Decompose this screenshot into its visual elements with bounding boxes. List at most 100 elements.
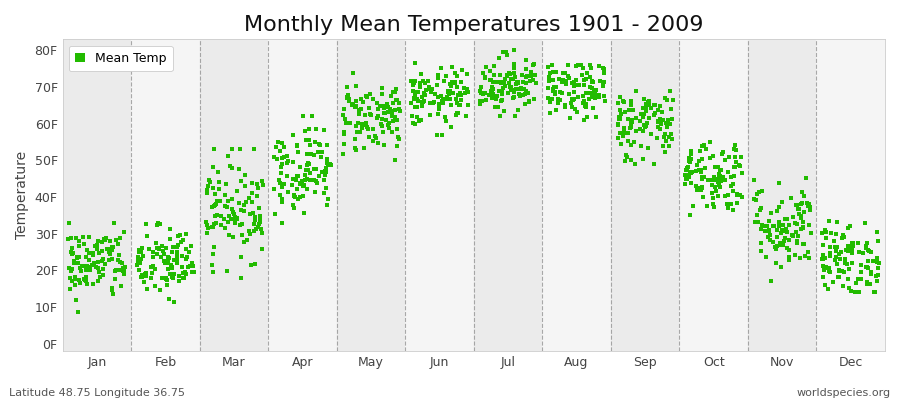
Point [558,70,572,76]
Point [388,157,402,164]
Point [871,264,886,271]
Point [144,275,158,282]
Point [562,90,577,97]
Point [308,139,322,146]
Point [200,222,214,229]
Point [161,254,176,260]
Point [89,246,104,252]
Point [179,246,194,252]
Point [444,82,458,89]
Point [354,106,368,112]
Point [343,120,357,126]
Point [759,254,773,260]
Point [299,167,313,173]
Point [377,110,392,116]
Point [639,100,653,107]
Point [438,114,453,120]
Point [366,96,381,102]
Point [860,247,875,253]
Point [527,72,542,78]
Point [205,224,220,230]
Point [431,74,446,81]
Point [730,191,744,197]
Point [622,106,636,113]
Point [180,253,194,260]
Point [504,84,518,90]
Point [782,237,796,244]
Point [118,264,132,270]
Point [691,166,706,173]
Point [62,265,77,271]
Text: Latitude 48.75 Longitude 36.75: Latitude 48.75 Longitude 36.75 [9,388,185,398]
Point [801,249,815,255]
Point [494,97,508,104]
Point [338,131,352,137]
Point [769,260,783,266]
Point [77,277,92,284]
Point [409,60,423,66]
Point [181,264,195,270]
Point [730,192,744,198]
Point [728,142,742,149]
Point [145,270,159,277]
Point [220,268,234,274]
Point [612,115,626,122]
Point [580,113,594,120]
Point [642,115,656,121]
Point [546,88,561,94]
Point [870,277,885,284]
Point [572,62,587,68]
Point [816,242,831,248]
Point [337,112,351,118]
Point [772,204,787,210]
Point [312,140,327,147]
Point [790,221,805,227]
Point [390,116,404,123]
Point [721,205,735,211]
Point [713,166,727,173]
Point [383,108,398,114]
Point [160,266,175,272]
Point [274,180,288,187]
Point [252,221,266,227]
Point [439,118,454,124]
Point [566,96,580,103]
Point [577,81,591,88]
Y-axis label: Temperature: Temperature [15,151,29,239]
Point [408,120,422,127]
Point [624,102,638,108]
Point [680,165,694,172]
Point [872,260,886,266]
Point [544,62,559,68]
Point [553,97,567,104]
Point [822,268,836,274]
Point [131,258,146,264]
Point [778,228,793,234]
Point [715,178,729,184]
Point [450,110,464,117]
Point [503,86,517,92]
Point [384,109,399,115]
Point [239,236,254,243]
Point [241,195,256,201]
Point [253,215,267,221]
Point [303,151,318,157]
Point [247,228,261,234]
Point [771,222,786,229]
Point [639,108,653,115]
Point [230,215,244,221]
Point [614,111,628,117]
Point [454,102,468,108]
Point [86,250,100,256]
Point [309,178,323,185]
Point [117,228,131,235]
Point [500,71,514,78]
Point [758,223,772,229]
Point [541,64,555,70]
Point [832,274,847,280]
Point [270,139,284,146]
Point [635,114,650,120]
Point [234,220,248,227]
Point [232,166,247,172]
Point [860,242,874,249]
